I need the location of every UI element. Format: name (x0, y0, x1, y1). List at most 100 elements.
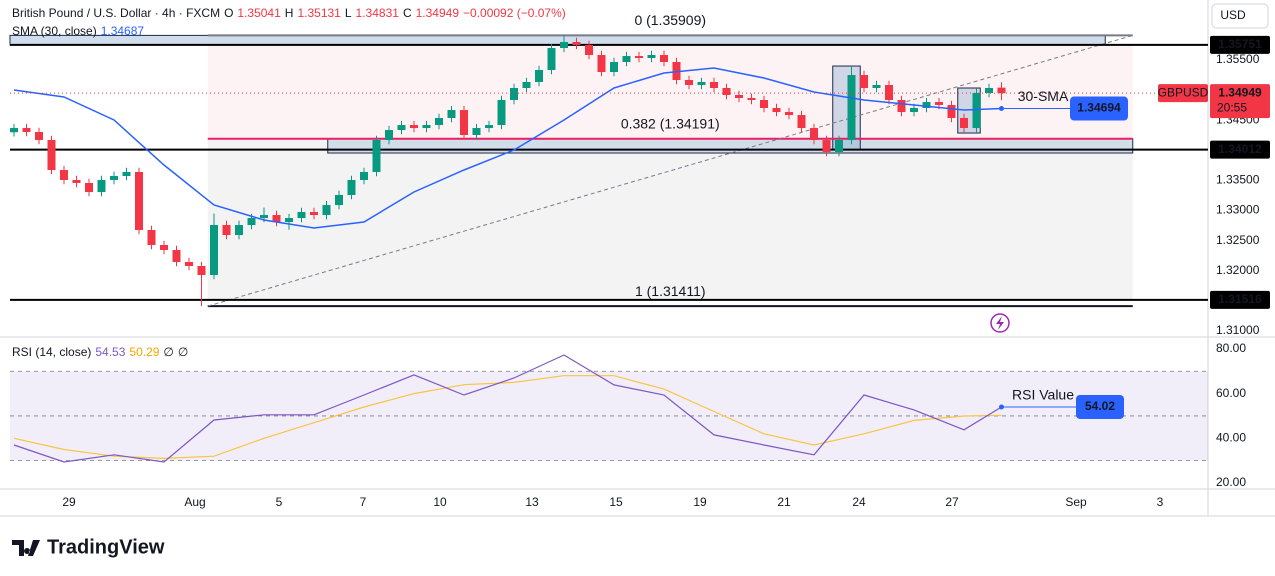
rsi-line (13, 354, 1002, 463)
x-tick-label: 3 (1157, 495, 1164, 509)
candle-body (522, 81, 531, 89)
candle-body (335, 194, 343, 206)
candle-body (535, 70, 543, 82)
x-tick-label: 7 (360, 495, 367, 509)
y-tick-label: 1.32500 (1216, 233, 1260, 247)
candle-body (122, 171, 131, 177)
candle-body (547, 48, 556, 71)
candle-body (310, 212, 318, 216)
y-tick-label: 40.00 (1216, 430, 1246, 444)
y-tick-label: 60.00 (1216, 386, 1246, 400)
candle-body (22, 128, 31, 133)
candle-body (485, 125, 493, 129)
rsi-callout: RSI Value (1012, 387, 1074, 403)
countdown: 20:55 (1217, 100, 1247, 114)
y-tick-label: 1.31000 (1216, 323, 1260, 337)
currency-button[interactable] (1211, 3, 1269, 29)
candle-body (260, 215, 268, 219)
header: British Pound / U.S. Dollar · 4h · FXCM … (12, 6, 566, 20)
y-tick-label: 20.00 (1216, 475, 1246, 489)
candle-body (822, 140, 831, 152)
candle-body (622, 56, 631, 62)
event-icon[interactable] (990, 313, 1010, 333)
y-tick-label: 1.33500 (1216, 173, 1260, 187)
sma-value-label: 1.34694 (1077, 101, 1121, 115)
candle-body (660, 55, 668, 62)
candle-body (172, 249, 181, 262)
ohlc-value: 1.35041 (237, 6, 281, 20)
candle-body (960, 117, 968, 129)
candle-body (747, 97, 756, 100)
sma-name: SMA (30, close) (12, 24, 97, 38)
candle-body (360, 171, 368, 180)
candle-body (497, 99, 506, 126)
rsi-extra: ∅ (163, 345, 174, 359)
ohlc-value: 1.34831 (355, 6, 399, 20)
candle-body (285, 218, 293, 223)
y-tick-label: 80.00 (1216, 341, 1246, 355)
candle-body (610, 61, 618, 72)
level-label: 1.34012 (1218, 142, 1262, 156)
sma-header: SMA (30, close) 1.34687 (12, 24, 144, 38)
x-tick-label: 21 (777, 495, 791, 509)
candle-body (972, 93, 981, 129)
candle-body (210, 225, 218, 275)
callout-dot (999, 404, 1004, 410)
candle-body (697, 81, 706, 85)
fib-label: 1 (1.31411) (635, 283, 706, 299)
candle-body (35, 132, 43, 141)
x-tick-label: 13 (525, 495, 539, 509)
candle-body (585, 44, 593, 56)
x-tick-label: Aug (184, 495, 205, 509)
candle-body (847, 75, 856, 141)
candle-body (435, 117, 443, 126)
candle-body (247, 218, 256, 226)
sma-line (13, 67, 1002, 229)
candle-body (597, 55, 606, 72)
ohlc-value: 1.35131 (297, 6, 341, 20)
candle-body (922, 102, 931, 108)
rsi-title: RSI (14, close) (12, 345, 92, 359)
y-tick-label: 1.32000 (1216, 263, 1260, 277)
candle-body (60, 169, 68, 180)
candle-body (560, 42, 568, 49)
candle-body (685, 79, 693, 85)
candle-body (160, 245, 168, 250)
candle-body (10, 128, 18, 133)
x-tick-label: 27 (945, 495, 959, 509)
candle-body (910, 107, 918, 113)
candle-body (147, 230, 156, 246)
candle-body (372, 140, 381, 172)
candle-body (347, 179, 356, 195)
rsi-value-label: 54.02 (1085, 399, 1115, 413)
zone (9, 34, 1106, 46)
zone (327, 138, 1134, 154)
sma-value: 1.34687 (100, 24, 145, 38)
zone (207, 138, 1133, 300)
ohlc-letter: C (402, 6, 412, 20)
candle-body (460, 110, 468, 136)
x-tick-label: 19 (693, 495, 707, 509)
candle-body (322, 205, 331, 216)
sma-callout: 30-SMA (1018, 88, 1069, 104)
candle-body (410, 125, 418, 129)
fib-label: 0 (1.35909) (634, 12, 706, 28)
level-label-box (1210, 290, 1270, 309)
candle-body (760, 99, 768, 108)
candle-body (397, 125, 406, 131)
rsi-value: 54.53 (95, 345, 126, 359)
candle-body (710, 81, 718, 89)
candle-body (872, 84, 881, 89)
ohlc-letter: O (224, 6, 234, 20)
candle-body (235, 225, 243, 236)
price-label: 1.34949 (1218, 85, 1262, 99)
fib-label: 0.382 (1.34191) (621, 116, 720, 132)
logo (12, 540, 40, 556)
candle-body (785, 112, 793, 116)
candle-body (860, 75, 868, 89)
candle-body (635, 56, 643, 59)
symbol-title: British Pound / U.S. Dollar · 4h · FXCM (12, 6, 221, 20)
level-label: 1.35751 (1218, 37, 1262, 51)
